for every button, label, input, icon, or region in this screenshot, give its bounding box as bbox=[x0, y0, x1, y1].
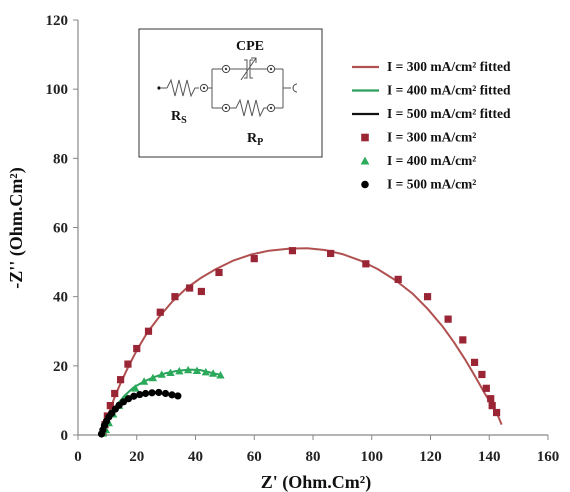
x-ticks: 0 20 40 60 80 100 120 140 160 bbox=[74, 435, 559, 465]
triangle-marker bbox=[148, 373, 158, 382]
node-dot bbox=[202, 86, 206, 90]
triangle-marker bbox=[166, 368, 175, 377]
x-tick-label: 20 bbox=[129, 449, 144, 465]
x-tick-label: 140 bbox=[478, 449, 501, 465]
x-tick-label: 100 bbox=[361, 449, 384, 465]
circle-marker bbox=[148, 389, 156, 397]
circle-marker bbox=[161, 389, 170, 398]
square-marker bbox=[124, 360, 132, 368]
triangle-marker bbox=[208, 369, 218, 377]
input-terminal bbox=[157, 86, 161, 90]
square-marker bbox=[171, 293, 179, 301]
circle-marker bbox=[361, 180, 369, 189]
rs-resistor-icon bbox=[166, 78, 199, 98]
node-icon bbox=[266, 103, 276, 113]
triangle-marker bbox=[201, 367, 210, 376]
x-tick-label: 160 bbox=[537, 449, 560, 465]
x-tick-label: 60 bbox=[247, 449, 262, 465]
node-dot bbox=[224, 106, 228, 110]
rp-resistor-icon bbox=[230, 98, 267, 118]
square-marker bbox=[111, 389, 119, 398]
legend: I = 300 mA/cm² fitted I = 400 mA/cm² fitt… bbox=[352, 59, 511, 192]
node-icon bbox=[199, 83, 209, 93]
triangle-marker bbox=[175, 366, 184, 375]
circle-marker bbox=[155, 388, 163, 397]
output-terminal-icon bbox=[292, 83, 298, 93]
square-marker bbox=[133, 344, 141, 353]
square-marker bbox=[362, 260, 370, 268]
triangle-marker bbox=[157, 370, 166, 378]
square-marker bbox=[215, 268, 223, 277]
square-marker bbox=[423, 293, 432, 301]
legend-label: I = 300 mA/cm² fitted bbox=[387, 59, 511, 74]
square-marker bbox=[482, 384, 490, 392]
legend-label: I = 300 mA/cm² bbox=[387, 130, 476, 145]
y-tick-label: 60 bbox=[53, 221, 68, 237]
x-axis-title: Z' (Ohm.Cm²) bbox=[261, 472, 371, 492]
triangle-marker bbox=[192, 366, 202, 374]
y-tick-label: 80 bbox=[53, 151, 68, 167]
square-marker bbox=[327, 249, 335, 258]
legend-label: I = 500 mA/cm² fitted bbox=[387, 106, 511, 121]
square-marker bbox=[478, 370, 486, 379]
square-marker bbox=[444, 315, 452, 323]
x-tick-label: 0 bbox=[74, 449, 82, 465]
square-marker bbox=[459, 336, 467, 344]
node-icon bbox=[221, 64, 231, 74]
inset-frame bbox=[138, 28, 323, 158]
y-tick-label: 120 bbox=[46, 13, 69, 29]
square-marker bbox=[288, 247, 297, 255]
circle-marker bbox=[174, 392, 182, 400]
y-tick-label: 40 bbox=[53, 290, 68, 306]
legend-label: I = 400 mA/cm² bbox=[387, 153, 476, 168]
equivalent-circuit-inset: CPE RS RP bbox=[138, 28, 323, 158]
triangle-marker bbox=[216, 371, 225, 379]
circle-marker bbox=[136, 390, 144, 399]
x-tick-label: 40 bbox=[188, 449, 203, 465]
square-marker bbox=[106, 402, 114, 410]
square-marker bbox=[470, 358, 479, 366]
rs-label: RS bbox=[171, 109, 187, 126]
node-dot bbox=[269, 106, 273, 110]
node-icon bbox=[221, 103, 231, 113]
square-marker bbox=[144, 327, 153, 335]
x-tick-label: 80 bbox=[306, 449, 321, 465]
legend-label: I = 400 mA/cm² fitted bbox=[387, 83, 511, 98]
square-marker bbox=[492, 408, 501, 417]
y-tick-label: 20 bbox=[53, 359, 68, 375]
y-tick-label: 100 bbox=[46, 82, 69, 98]
data-markers bbox=[97, 247, 501, 438]
square-marker bbox=[487, 395, 495, 403]
square-marker bbox=[488, 402, 496, 410]
node-dot bbox=[269, 67, 273, 71]
circle-marker bbox=[168, 391, 176, 399]
triangle-marker bbox=[131, 384, 140, 392]
square-marker bbox=[250, 255, 258, 263]
node-icon bbox=[266, 64, 276, 74]
node-dot bbox=[224, 67, 228, 71]
square-marker bbox=[186, 284, 194, 292]
square-marker bbox=[116, 376, 125, 384]
y-ticks: 0 20 40 60 80 100 120 bbox=[46, 13, 78, 444]
y-tick-label: 0 bbox=[61, 428, 69, 444]
square-marker bbox=[361, 133, 369, 142]
fitted-lines bbox=[100, 247, 503, 436]
fitted-line bbox=[102, 247, 503, 436]
circle-marker bbox=[141, 389, 150, 398]
square-marker bbox=[156, 308, 164, 316]
triangle-marker bbox=[139, 377, 149, 385]
triangle-marker bbox=[360, 156, 370, 165]
y-axis-title: -Z'' (Ohm.Cm²) bbox=[6, 167, 27, 288]
cpe-label: CPE bbox=[236, 39, 264, 54]
legend-label: I = 500 mA/cm² bbox=[387, 177, 476, 192]
triangle-marker bbox=[184, 365, 193, 374]
circle-marker bbox=[130, 392, 138, 400]
square-marker bbox=[394, 275, 402, 283]
rp-label: RP bbox=[247, 131, 263, 148]
square-marker bbox=[197, 287, 205, 296]
x-tick-label: 120 bbox=[419, 449, 442, 465]
